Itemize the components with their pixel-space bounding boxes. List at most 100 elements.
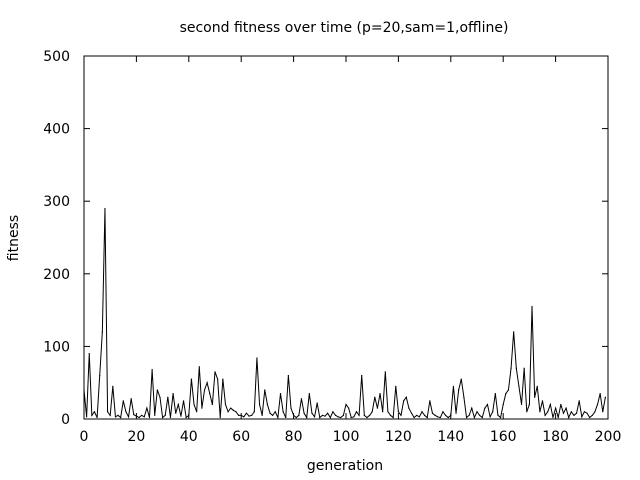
- data-point: [562, 412, 565, 414]
- x-tick-label: 100: [333, 429, 360, 445]
- data-point: [122, 400, 124, 402]
- data-point: [253, 411, 255, 413]
- data-point: [536, 385, 538, 387]
- data-point: [594, 411, 596, 413]
- data-point: [395, 385, 397, 387]
- data-point: [552, 416, 554, 419]
- data-point: [599, 392, 601, 395]
- data-point: [570, 411, 572, 413]
- data-point: [321, 414, 324, 416]
- data-point: [486, 403, 489, 406]
- data-point: [583, 411, 586, 413]
- data-point: [300, 398, 303, 400]
- data-point: [578, 400, 580, 402]
- data-point: [306, 416, 308, 419]
- data-point: [497, 414, 499, 416]
- data-point: [287, 374, 289, 377]
- data-point: [348, 407, 350, 409]
- data-point: [374, 396, 376, 398]
- x-tick-label: 60: [232, 429, 250, 445]
- data-point: [465, 416, 468, 419]
- data-point: [167, 396, 169, 398]
- data-point: [324, 415, 326, 417]
- data-point: [447, 416, 449, 419]
- data-point: [156, 389, 158, 391]
- data-point: [227, 411, 229, 413]
- data-point: [397, 411, 399, 413]
- data-point: [539, 411, 541, 413]
- plot-area-border: [83, 55, 609, 420]
- x-tick-label: 20: [127, 429, 145, 445]
- data-point: [418, 416, 420, 418]
- data-point: [232, 409, 234, 411]
- data-point: [408, 407, 410, 409]
- data-point: [188, 414, 190, 416]
- data-point: [565, 407, 567, 409]
- data-point: [334, 414, 337, 416]
- data-point: [387, 411, 389, 413]
- data-point: [505, 392, 507, 395]
- data-point: [476, 411, 478, 413]
- data-point: [177, 403, 179, 406]
- data-point: [261, 414, 263, 416]
- x-axis-label: generation: [307, 458, 383, 474]
- data-point: [455, 412, 457, 414]
- data-point: [434, 414, 436, 416]
- data-point: [332, 411, 334, 413]
- y-axis-label: fitness: [6, 215, 22, 261]
- data-point: [138, 416, 140, 419]
- data-point: [311, 412, 313, 414]
- data-point: [206, 382, 208, 384]
- data-point: [515, 367, 517, 369]
- data-point: [575, 412, 578, 414]
- data-point: [91, 414, 93, 416]
- data-point: [141, 414, 143, 416]
- data-point: [209, 392, 211, 395]
- data-point: [313, 416, 316, 418]
- data-point: [518, 385, 520, 387]
- data-point: [481, 416, 483, 419]
- data-point: [560, 403, 562, 406]
- data-point: [235, 411, 237, 413]
- data-point: [547, 411, 549, 413]
- data-point: [499, 416, 502, 419]
- data-point: [101, 331, 103, 333]
- data-point: [510, 367, 512, 369]
- data-point: [211, 403, 213, 406]
- data-point: [437, 416, 439, 418]
- data-point: [114, 416, 117, 418]
- data-point: [345, 403, 347, 406]
- data-point: [285, 416, 287, 419]
- data-point: [340, 416, 342, 419]
- data-point: [337, 416, 339, 418]
- data-point: [403, 400, 405, 402]
- y-tick-label: 300: [43, 194, 70, 210]
- axis-tick-labels: 0 20 40 60 80 100 120 140 160 180 200 0 100 200 300 400…: [43, 49, 621, 445]
- data-point: [513, 331, 515, 333]
- y-tick-label: 400: [43, 122, 70, 138]
- data-point: [219, 416, 221, 419]
- x-tick-label: 160: [490, 429, 517, 445]
- data-point: [405, 396, 407, 398]
- data-point: [185, 416, 187, 419]
- data-point: [120, 416, 122, 419]
- data-point: [489, 416, 491, 418]
- data-point: [109, 414, 111, 416]
- data-point: [586, 412, 588, 414]
- data-point: [379, 392, 381, 395]
- data-point: [243, 416, 245, 418]
- data-point: [555, 407, 557, 409]
- data-point: [479, 414, 481, 416]
- fitness-series-line: [83, 208, 606, 420]
- data-point: [355, 411, 358, 413]
- data-point: [237, 414, 240, 416]
- x-tick-label: 180: [542, 429, 569, 445]
- data-point: [266, 403, 268, 406]
- data-point: [130, 398, 132, 400]
- data-point: [376, 407, 379, 409]
- data-point: [148, 416, 151, 419]
- data-point: [104, 207, 106, 210]
- data-point: [133, 414, 135, 416]
- data-point: [329, 416, 331, 419]
